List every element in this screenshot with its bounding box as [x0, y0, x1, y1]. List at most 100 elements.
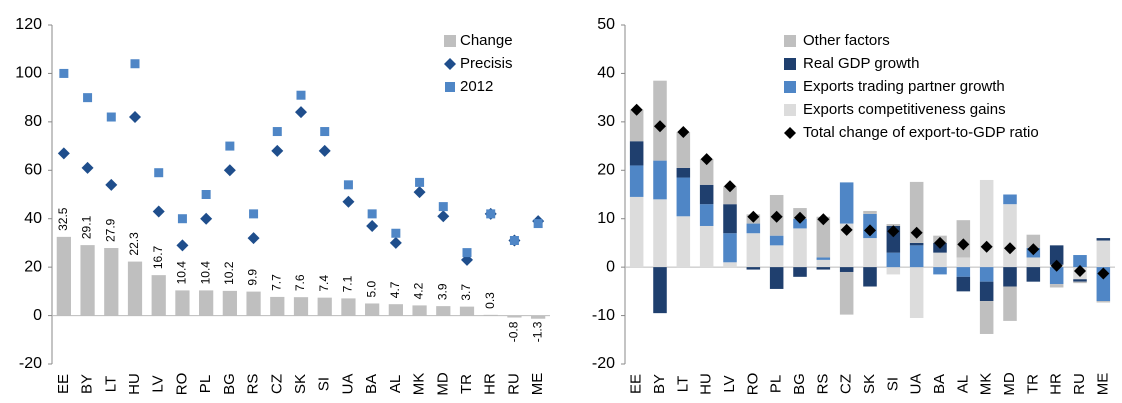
bar-segment [909, 181, 924, 243]
legend-label: 2012 [460, 78, 493, 95]
bar-segment [653, 199, 667, 268]
y-tick-label: 30 [597, 113, 615, 130]
legend-label: Exports trading partner growth [803, 78, 1005, 95]
point [389, 236, 402, 249]
bar-segment [1026, 267, 1041, 282]
x-tick-label: HU [698, 373, 715, 395]
bar [341, 298, 356, 316]
bar-segment [909, 245, 924, 268]
y-tick-label: 80 [24, 113, 42, 130]
point [887, 225, 900, 238]
x-tick-label: MK [978, 373, 995, 396]
bar-segment [793, 228, 807, 268]
bar-segment [1073, 255, 1087, 268]
legend-swatch [784, 104, 796, 116]
point [83, 93, 93, 103]
bar-segment [1096, 301, 1111, 303]
x-tick-label: BY [79, 374, 96, 394]
bar [104, 248, 119, 316]
bar-segment [933, 267, 947, 275]
bar-segment [653, 160, 667, 200]
point [438, 202, 448, 212]
x-tick-label: LT [102, 376, 119, 392]
bar [293, 297, 309, 316]
point [724, 180, 736, 193]
value-label: 10.2 [222, 261, 236, 285]
value-label: 32.5 [56, 207, 70, 231]
point [343, 180, 353, 190]
y-tick-label: 10 [597, 210, 615, 227]
x-tick-label: ME [529, 373, 546, 396]
bar-segment [769, 235, 784, 246]
point [367, 209, 377, 219]
bar-segment [979, 301, 994, 334]
point [296, 90, 306, 100]
point [318, 144, 331, 157]
point [271, 144, 284, 157]
bar-segment [676, 132, 691, 168]
bar-segment [839, 223, 854, 268]
bar-segment [1003, 286, 1017, 321]
x-tick-label: MD [1001, 372, 1018, 395]
point [105, 178, 118, 191]
bar [507, 315, 522, 318]
bar-segment [863, 210, 877, 214]
bar-segment [629, 109, 644, 142]
point [1004, 242, 1016, 255]
bar-segment [769, 245, 784, 268]
bar [483, 314, 498, 316]
x-tick-label: SK [861, 374, 878, 394]
bar-segment [699, 204, 714, 226]
legend-label: Precisis [460, 55, 513, 72]
point [223, 164, 236, 177]
legend-label: Real GDP growth [803, 55, 919, 72]
point [59, 68, 69, 78]
legend-swatch [444, 58, 456, 70]
bar-segment [1003, 194, 1017, 205]
bar-segment [746, 223, 761, 234]
x-tick-label: PL [768, 375, 785, 393]
x-tick-label: RS [814, 374, 831, 395]
value-label: 0.3 [483, 292, 497, 309]
bar-segment [863, 238, 877, 268]
bar-segment [839, 182, 854, 224]
value-label: -1.3 [530, 321, 544, 342]
value-label: 7.7 [269, 274, 283, 291]
y-tick-label: 120 [15, 16, 42, 33]
legend-swatch [784, 81, 796, 93]
value-label: 16.7 [151, 245, 165, 269]
bar [175, 290, 190, 316]
point [81, 161, 94, 174]
point [957, 238, 970, 251]
point [794, 211, 806, 224]
bar-segment [629, 196, 644, 268]
y-tick-label: 0 [33, 307, 42, 324]
bar-segment [793, 267, 807, 277]
point [747, 210, 760, 223]
point [864, 224, 876, 237]
bar-segment [1096, 240, 1111, 268]
value-label: 4.2 [412, 282, 426, 299]
bar-segment [723, 186, 737, 205]
point [391, 228, 401, 238]
y-tick-label: 40 [24, 210, 42, 227]
bar-segment [979, 179, 994, 268]
bar-segment [816, 216, 831, 258]
bar-segment [1003, 267, 1017, 287]
point [934, 236, 946, 249]
bar-segment [909, 242, 924, 246]
bar [459, 306, 475, 316]
bar-segment [886, 224, 901, 226]
x-tick-label: HR [1048, 373, 1065, 395]
legend-label: Total change of export-to-GDP ratio [803, 124, 1039, 141]
bar [222, 290, 237, 316]
point [106, 112, 116, 122]
x-tick-label: LT [674, 376, 691, 392]
point [415, 177, 425, 187]
bar-segment [839, 267, 854, 272]
bar-segment [816, 257, 831, 260]
bar-segment [979, 281, 994, 302]
bar [412, 305, 427, 316]
legend-swatch [445, 82, 455, 92]
